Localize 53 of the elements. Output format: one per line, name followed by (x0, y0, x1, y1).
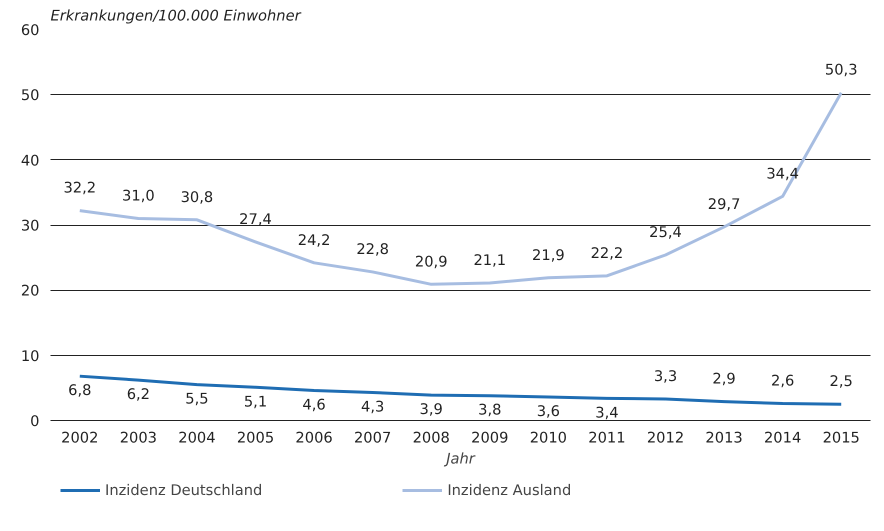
y-axis-title: Erkrankungen/100.000 Einwohner (50, 8, 302, 24)
x-tick-label: 2011 (588, 430, 626, 446)
data-label: 27,4 (239, 210, 272, 228)
y-tick-label: 60 (20, 22, 40, 39)
data-label: 3,4 (595, 404, 619, 422)
x-tick-label: 2002 (61, 430, 98, 446)
data-label: 32,2 (63, 180, 96, 197)
data-label: 30,8 (180, 188, 214, 206)
legend-label: Inzidenz Ausland (447, 482, 572, 498)
x-tick-label: 2014 (764, 430, 802, 446)
data-label: 3,9 (420, 401, 443, 418)
data-label: 29,7 (708, 196, 740, 213)
x-tick-label: 2013 (705, 430, 743, 446)
y-tick-label: 40 (20, 152, 40, 170)
data-label: 2,6 (770, 372, 794, 390)
x-tick-label: 2010 (530, 430, 568, 446)
data-label: 2,9 (712, 370, 736, 388)
x-tick-label: 2012 (646, 430, 684, 446)
data-label: 50,3 (824, 62, 858, 79)
x-tick-label: 2005 (236, 430, 274, 446)
data-label: 4,6 (302, 396, 326, 414)
data-label: 3,3 (654, 368, 678, 385)
data-label: 31,0 (122, 187, 155, 204)
x-tick-label: 2015 (822, 430, 860, 446)
legend-label: Inzidenz Deutschland (105, 482, 262, 498)
data-label: 5,1 (244, 393, 268, 410)
data-label: 21,1 (473, 252, 506, 269)
data-label: 25,4 (649, 224, 682, 241)
y-tick-label: 10 (20, 348, 40, 365)
data-label: 6,2 (126, 386, 150, 404)
data-label: 6,8 (68, 382, 92, 400)
x-tick-label: 2009 (471, 430, 508, 446)
x-tick-label: 2007 (354, 430, 392, 446)
data-label: 20,9 (414, 253, 448, 270)
data-label: 4,3 (360, 398, 384, 416)
data-label: 21,9 (532, 246, 565, 264)
x-tick-label: 2003 (120, 430, 158, 446)
data-label: 22,2 (590, 244, 624, 262)
data-label: 2,5 (830, 373, 853, 390)
y-tick-label: 50 (20, 87, 40, 104)
data-label: 3,6 (536, 403, 560, 420)
data-label: 3,8 (478, 402, 502, 419)
data-label: 5,5 (185, 390, 209, 408)
y-tick-label: 0 (30, 413, 40, 430)
x-tick-label: 2008 (412, 430, 450, 446)
y-tick-label: 30 (20, 218, 40, 234)
data-label: 34,4 (766, 165, 799, 182)
x-tick-label: 2006 (295, 430, 333, 446)
x-axis-title: Jahr (443, 450, 476, 468)
data-label: 22,8 (356, 240, 389, 258)
y-tick-label: 20 (20, 282, 40, 300)
x-tick-label: 2004 (178, 430, 216, 446)
data-label: 24,2 (298, 232, 330, 249)
